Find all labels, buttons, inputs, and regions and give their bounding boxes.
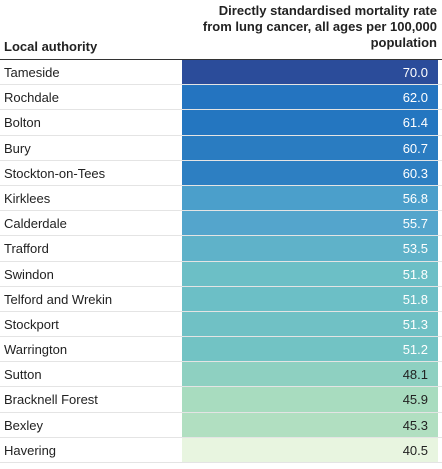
- mortality-rate-cell: 48.1: [182, 362, 438, 387]
- mortality-rate-cell: 51.2: [182, 337, 438, 362]
- local-authority-name: Stockport: [4, 316, 59, 332]
- mortality-rate-cell: 45.9: [182, 387, 438, 412]
- mortality-rate-cell: 53.5: [182, 236, 438, 261]
- mortality-rate-value: 48.1: [402, 367, 428, 383]
- table-row: Rochdale 62.0: [0, 85, 442, 111]
- local-authority-name: Rochdale: [4, 90, 59, 106]
- mortality-rate-value: 40.5: [402, 442, 428, 458]
- table-body: Tameside 70.0 Rochdale 62.0 Bolton 61.4 Bury 60…: [0, 60, 442, 463]
- local-authority-name: Bury: [4, 140, 31, 156]
- mortality-rate-value: 51.2: [402, 342, 428, 358]
- mortality-rate-value: 60.7: [402, 140, 428, 156]
- mortality-rate-cell: 51.8: [182, 286, 438, 311]
- local-authority-name: Bracknell Forest: [4, 392, 98, 408]
- local-authority-name: Trafford: [4, 241, 49, 257]
- table-row: Warrington 51.2: [0, 337, 442, 363]
- mortality-rate-value: 70.0: [402, 65, 428, 80]
- local-authority-name: Tameside: [4, 65, 60, 80]
- mortality-rate-cell: 55.7: [182, 211, 438, 236]
- mortality-rate-cell: 45.3: [182, 412, 438, 437]
- table-row: Telford and Wrekin 51.8: [0, 286, 442, 312]
- mortality-rate-value: 45.9: [402, 392, 428, 408]
- local-authority-name: Kirklees: [4, 190, 51, 206]
- mortality-rate-value: 55.7: [402, 216, 428, 232]
- local-authority-name: Swindon: [4, 266, 54, 282]
- local-authority-name: Bolton: [4, 115, 41, 131]
- mortality-rate-cell: 40.5: [182, 437, 438, 462]
- table-row: Bracknell Forest 45.9: [0, 387, 442, 413]
- mortality-rate-value: 61.4: [402, 115, 428, 131]
- mortality-rate-cell: 51.8: [182, 261, 438, 286]
- local-authority-name: Calderdale: [4, 216, 67, 232]
- local-authority-name: Havering: [4, 442, 57, 458]
- table-row: Trafford 53.5: [0, 236, 442, 262]
- table-row: Calderdale 55.7: [0, 211, 442, 237]
- table-row: Stockport 51.3: [0, 311, 442, 338]
- mortality-rate-cell: 60.3: [182, 160, 438, 185]
- table-row: Bolton 61.4: [0, 110, 442, 136]
- table-row: Havering 40.5: [0, 437, 442, 463]
- mortality-rate-value: 45.3: [402, 417, 428, 433]
- mortality-rate-value: 62.0: [402, 90, 428, 106]
- mortality-rate-cell: 62.0: [182, 85, 438, 110]
- mortality-rate-cell: 61.4: [182, 110, 438, 135]
- column-header-local-authority: Local authority: [4, 39, 98, 54]
- local-authority-name: Bexley: [4, 417, 44, 433]
- local-authority-name: Telford and Wrekin: [4, 291, 113, 307]
- table-row: Kirklees 56.8: [0, 185, 442, 212]
- local-authority-name: Warrington: [4, 342, 68, 358]
- mortality-rate-cell: 70.0: [182, 60, 438, 85]
- local-authority-name: Stockton-on-Tees: [4, 165, 106, 181]
- table-row: Swindon 51.8: [0, 261, 442, 287]
- mortality-rate-value: 56.8: [402, 190, 428, 206]
- column-header-mortality-rate: Directly standardised mortality rate fro…: [202, 3, 437, 50]
- mortality-rate-value: 60.3: [402, 165, 428, 181]
- mortality-rate-cell: 51.3: [182, 311, 438, 337]
- table-row: Bury 60.7: [0, 135, 442, 161]
- mortality-rate-cell: 56.8: [182, 185, 438, 211]
- mortality-rate-value: 51.3: [402, 316, 428, 332]
- table-row: Sutton 48.1: [0, 362, 442, 388]
- mortality-rate-cell: 60.7: [182, 135, 438, 160]
- table-row: Tameside 70.0: [0, 60, 442, 86]
- mortality-rate-value: 51.8: [402, 291, 428, 307]
- mortality-rate-value: 51.8: [402, 266, 428, 282]
- table-header: Local authority Directly standardised mo…: [0, 0, 442, 60]
- local-authority-name: Sutton: [4, 367, 42, 383]
- table-row: Bexley 45.3: [0, 412, 442, 438]
- mortality-rate-value: 53.5: [402, 241, 428, 257]
- table-row: Stockton-on-Tees 60.3: [0, 160, 442, 186]
